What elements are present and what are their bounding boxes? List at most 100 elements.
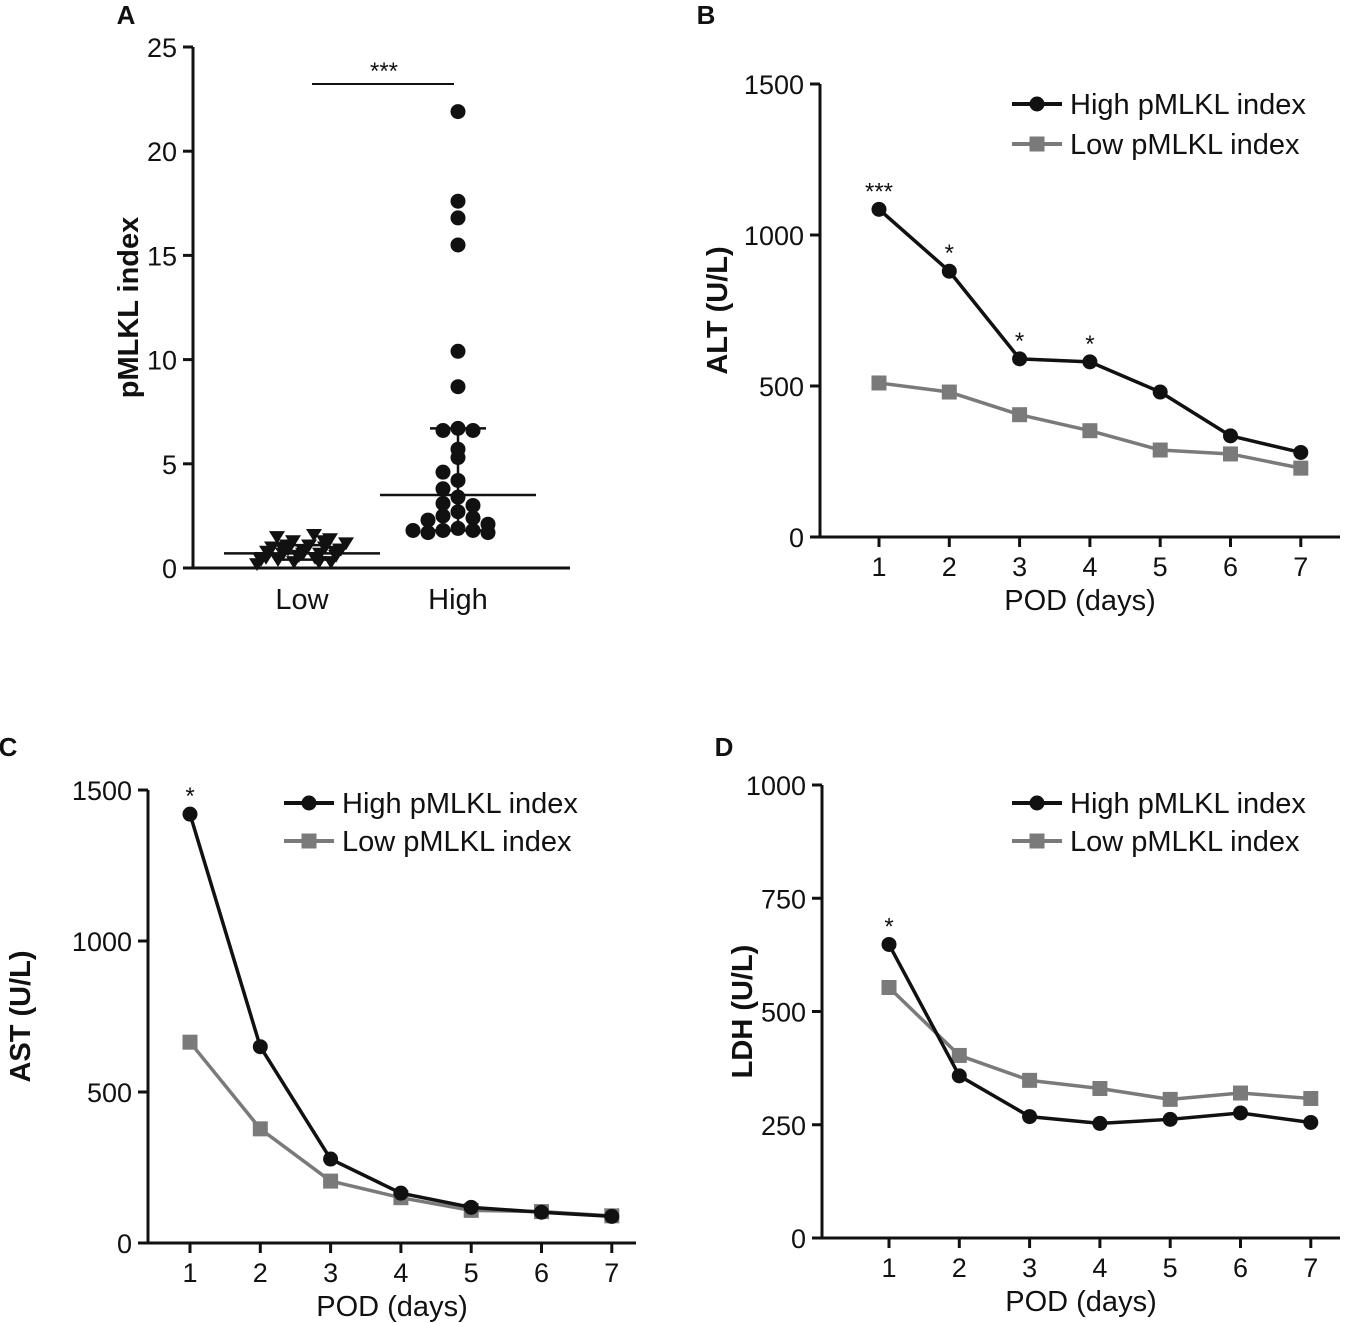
legend-label: High pMLKL index — [342, 788, 578, 820]
data-point — [252, 1039, 268, 1055]
x-tick-label: 5 — [1153, 552, 1168, 582]
legend: High pMLKL index Low pMLKL index — [1012, 89, 1306, 161]
y-tick-label: 10 — [147, 346, 177, 376]
x-tick-label: 1 — [182, 1258, 197, 1288]
panel-b: B 0 500 1000 1500 ALT (U/L) 1 2 3 4 5 6 7 POD (days) *… — [697, 0, 1340, 617]
y-tick-label: 0 — [117, 1229, 132, 1259]
x-category-label: Low — [275, 584, 329, 616]
data-point — [1233, 1105, 1248, 1121]
panel-a: A 0 5 10 15 20 25 pMLKL index Low High *** — [113, 0, 570, 616]
data-point — [182, 1034, 198, 1050]
x-tick-label: 6 — [534, 1258, 549, 1288]
legend-marker — [301, 795, 317, 811]
significance-label: *** — [370, 58, 398, 85]
data-point — [1082, 423, 1098, 439]
legend: High pMLKL index Low pMLKL index — [284, 788, 578, 858]
data-point — [1012, 407, 1028, 423]
data-point — [1223, 428, 1238, 444]
data-point — [252, 1121, 268, 1137]
data-point — [393, 1185, 409, 1201]
x-category-label: High — [428, 584, 488, 616]
data-point — [258, 551, 274, 565]
panel-d: D 0 250 500 750 1000 LDH (U/L) 1 2 3 4 5 6 7 POD (days… — [715, 732, 1340, 1318]
data-point — [1022, 1072, 1038, 1088]
x-tick-label: 7 — [604, 1258, 619, 1288]
data-point — [323, 1173, 339, 1189]
y-tick-label: 0 — [162, 554, 177, 584]
y-tick-label: 0 — [789, 523, 804, 553]
y-tick-label: 1000 — [72, 927, 132, 957]
panel-label: A — [117, 0, 136, 30]
y-tick-label: 20 — [147, 137, 177, 167]
data-point — [450, 193, 466, 209]
x-tick-label: 1 — [881, 1253, 896, 1283]
data-point — [951, 1068, 967, 1084]
x-tick-label: 6 — [1223, 552, 1238, 582]
data-point — [435, 464, 451, 480]
legend-marker — [301, 833, 317, 849]
y-tick-label: 5 — [162, 450, 177, 480]
data-point — [881, 979, 897, 995]
data-point — [941, 384, 957, 400]
data-point — [306, 529, 322, 542]
data-point — [1293, 444, 1309, 460]
x-tick-label: 6 — [1233, 1253, 1248, 1283]
data-point — [269, 531, 285, 544]
y-tick-label: 250 — [761, 1111, 806, 1141]
y-tick-label: 500 — [87, 1078, 132, 1108]
data-point — [435, 495, 451, 511]
panel-c: C 0 500 1000 1500 AST (U/L) 1 2 3 4 5 6 7 POD (days) *… — [0, 732, 636, 1323]
significance-label: * — [1085, 331, 1094, 358]
data-point — [1012, 351, 1028, 367]
series-line — [188, 813, 612, 1219]
data-point — [332, 543, 348, 557]
data-point — [420, 525, 436, 541]
data-point — [1022, 1109, 1038, 1125]
data-point — [182, 806, 198, 822]
x-axis-label: POD (days) — [316, 1291, 467, 1323]
data-point — [435, 422, 451, 438]
data-point — [450, 343, 466, 359]
x-tick-label: 2 — [942, 552, 957, 582]
y-tick-label: 1000 — [744, 221, 804, 251]
y-tick-label: 500 — [759, 372, 804, 402]
data-point — [435, 508, 451, 524]
x-tick-label: 1 — [871, 552, 886, 582]
legend-label: High pMLKL index — [1070, 89, 1306, 121]
panel-label: C — [0, 732, 18, 762]
legend-marker — [1029, 136, 1045, 152]
data-point — [951, 1047, 967, 1063]
y-axis-label: ALT (U/L) — [702, 246, 734, 374]
data-point — [1082, 354, 1098, 370]
legend-label: Low pMLKL index — [1070, 129, 1300, 161]
x-tick-label: 2 — [952, 1253, 967, 1283]
data-point — [1162, 1111, 1178, 1127]
x-tick-label: 3 — [323, 1258, 338, 1288]
y-tick-label: 1500 — [72, 776, 132, 806]
data-point — [1092, 1081, 1108, 1097]
panel-label: B — [697, 0, 716, 30]
data-point — [480, 525, 496, 541]
data-point — [450, 210, 466, 226]
legend-marker — [1029, 795, 1045, 811]
significance-label: * — [185, 783, 194, 810]
significance-label: *** — [865, 178, 893, 205]
data-point — [941, 263, 957, 279]
legend-label: Low pMLKL index — [1070, 826, 1300, 858]
data-point — [1233, 1085, 1248, 1101]
significance-label: * — [884, 913, 893, 940]
significance-label: * — [945, 240, 954, 267]
series-high — [182, 806, 620, 1224]
legend-marker — [1029, 96, 1045, 112]
data-point — [1162, 1091, 1178, 1107]
data-point — [881, 936, 897, 952]
data-point — [450, 237, 466, 253]
x-axis-label: POD (days) — [1004, 585, 1155, 617]
data-point — [420, 512, 436, 528]
x-tick-label: 3 — [1012, 552, 1027, 582]
data-point — [1152, 384, 1168, 400]
x-tick-label: 4 — [393, 1258, 408, 1288]
data-point — [1152, 442, 1168, 458]
y-tick-label: 500 — [761, 998, 806, 1028]
